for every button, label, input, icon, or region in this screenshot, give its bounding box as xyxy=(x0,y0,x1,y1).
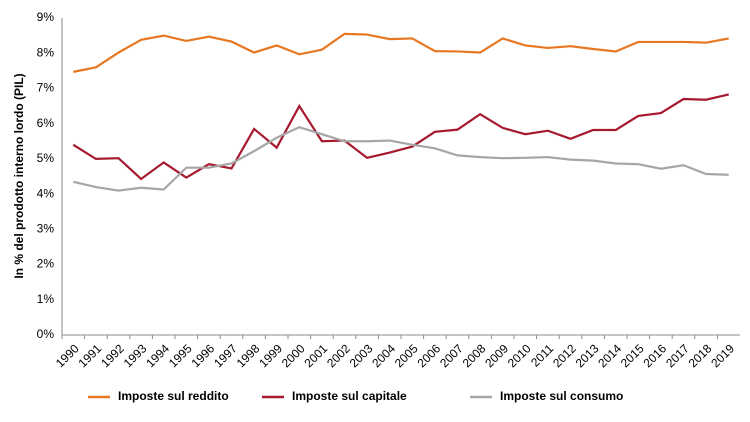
y-tick-label: 5% xyxy=(37,151,55,165)
x-tick-label: 2008 xyxy=(460,341,489,370)
x-tick-label: 2011 xyxy=(528,341,556,369)
x-tick-label: 2005 xyxy=(392,341,421,370)
y-tick-label: 7% xyxy=(37,81,55,95)
x-tick-label: 2007 xyxy=(437,341,466,370)
x-tick-label: 2014 xyxy=(595,341,624,370)
x-tick-label: 1998 xyxy=(234,341,263,370)
x-tick-label: 1990 xyxy=(53,341,82,370)
x-tick-label: 1993 xyxy=(121,341,150,370)
x-tick-label: 1999 xyxy=(256,341,285,370)
x-tick-label: 2017 xyxy=(663,341,692,370)
x-tick-label: 1991 xyxy=(75,341,104,370)
x-tick-label: 2018 xyxy=(686,341,715,370)
y-tick-label: 4% xyxy=(37,186,55,200)
x-tick-label: 2009 xyxy=(482,341,511,370)
y-tick-label: 8% xyxy=(37,45,55,59)
series-line xyxy=(72,93,729,181)
legend-label: Imposte sul capitale xyxy=(292,389,407,403)
x-tick-label: 2015 xyxy=(618,341,647,370)
x-tick-label: 2019 xyxy=(708,341,737,370)
y-tick-label: 3% xyxy=(37,222,55,236)
x-tick-label: 2013 xyxy=(573,341,602,370)
x-tick-label: 1992 xyxy=(98,341,127,370)
x-tick-label: 1996 xyxy=(188,341,217,370)
x-tick-label: 2006 xyxy=(414,341,443,370)
x-tick-label: 2002 xyxy=(324,341,353,370)
y-tick-label: 9% xyxy=(37,10,55,24)
x-tick-label: 2003 xyxy=(347,341,376,370)
y-tick-label: 1% xyxy=(37,292,55,306)
x-tick-label: 1995 xyxy=(166,341,195,370)
series-line xyxy=(73,32,729,73)
x-tick-label: 2001 xyxy=(301,341,330,370)
x-tick-label: 2016 xyxy=(640,341,669,370)
y-axis-label: In % del prodotto interno lordo (PIL) xyxy=(12,73,26,278)
x-tick-label: 1994 xyxy=(143,341,172,370)
x-tick-label: 2012 xyxy=(550,341,579,370)
y-tick-label: 0% xyxy=(37,327,55,341)
legend-label: Imposte sul consumo xyxy=(500,389,623,403)
x-tick-label: 1997 xyxy=(211,341,240,370)
y-tick-label: 2% xyxy=(37,257,55,271)
y-tick-label: 6% xyxy=(37,116,55,130)
x-tick-label: 2000 xyxy=(279,341,308,370)
x-tick-label: 2004 xyxy=(369,341,398,370)
series-line xyxy=(73,126,729,192)
x-tick-label: 2010 xyxy=(505,341,534,370)
legend-label: Imposte sul reddito xyxy=(118,389,229,403)
